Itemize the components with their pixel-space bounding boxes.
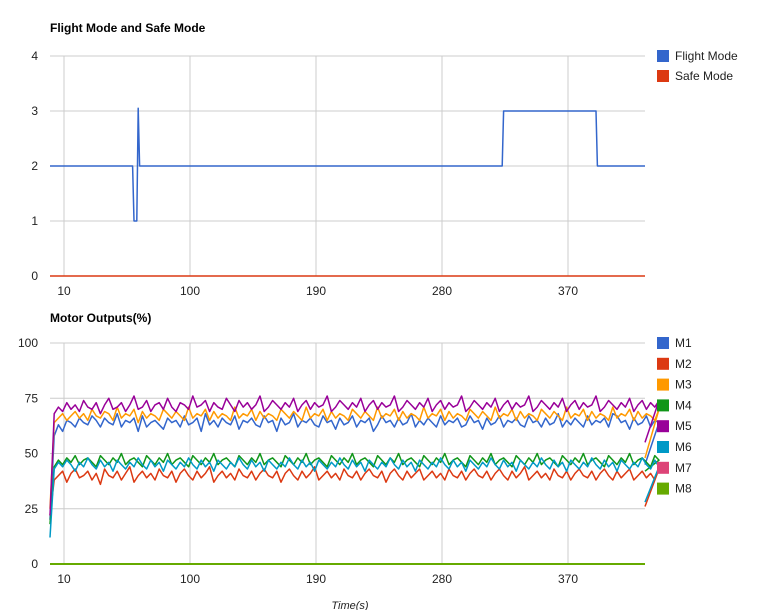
- y-tick-label: 2: [31, 159, 38, 173]
- x-tick-label: 100: [180, 572, 200, 586]
- x-tick-label: 10: [57, 284, 71, 298]
- x-axis-label: Time(s): [331, 600, 369, 610]
- legend-label: M8: [675, 482, 692, 496]
- y-tick-label: 0: [31, 269, 38, 283]
- legend-label: M5: [675, 419, 692, 433]
- chart-title-0: Flight Mode and Safe Mode: [50, 21, 206, 35]
- series-line-m3: [49, 406, 660, 509]
- legend-label: M3: [675, 378, 692, 392]
- series-line-flight-mode: [50, 107, 645, 222]
- legend-swatch-m8: [657, 482, 669, 495]
- x-tick-label: 280: [432, 572, 452, 586]
- y-tick-label: 50: [25, 447, 39, 461]
- series-line-m1: [49, 412, 660, 520]
- legend-swatch-m5: [657, 420, 669, 433]
- legend-swatch-m4: [657, 399, 669, 412]
- legend-swatch-m6: [657, 441, 669, 453]
- x-tick-label: 370: [558, 572, 578, 586]
- x-tick-label: 280: [432, 284, 452, 298]
- x-tick-label: 370: [558, 284, 578, 298]
- legend-label: M7: [675, 461, 692, 475]
- x-tick-label: 190: [306, 572, 326, 586]
- x-tick-label: 100: [180, 284, 200, 298]
- legend-swatch-m2: [657, 357, 669, 370]
- chart-title-1: Motor Outputs(%): [50, 311, 151, 325]
- x-tick-label: 10: [57, 572, 71, 586]
- legend-swatch-m7: [657, 461, 669, 474]
- legend-swatch-m3: [657, 378, 669, 391]
- series-line-m6: [49, 457, 660, 538]
- legend-label: M1: [675, 336, 692, 350]
- x-tick-label: 190: [306, 284, 326, 298]
- y-tick-label: 3: [31, 104, 38, 118]
- y-tick-label: 100: [18, 336, 38, 350]
- legend-label: Safe Mode: [675, 69, 733, 83]
- legend-label: M6: [675, 440, 692, 454]
- y-tick-label: 25: [25, 502, 39, 516]
- legend-label: Flight Mode: [675, 49, 738, 63]
- legend-label: M2: [675, 357, 692, 371]
- legend-swatch-flight-mode: [657, 50, 669, 62]
- y-tick-label: 75: [25, 391, 39, 405]
- y-tick-label: 0: [31, 557, 38, 571]
- series-line-m2: [49, 466, 660, 516]
- y-tick-label: 4: [31, 49, 38, 63]
- series-line-m5: [49, 395, 660, 516]
- legend-swatch-m1: [657, 337, 669, 349]
- legend-label: M4: [675, 398, 692, 412]
- legend-swatch-safe-mode: [657, 70, 669, 82]
- y-tick-label: 1: [31, 214, 38, 228]
